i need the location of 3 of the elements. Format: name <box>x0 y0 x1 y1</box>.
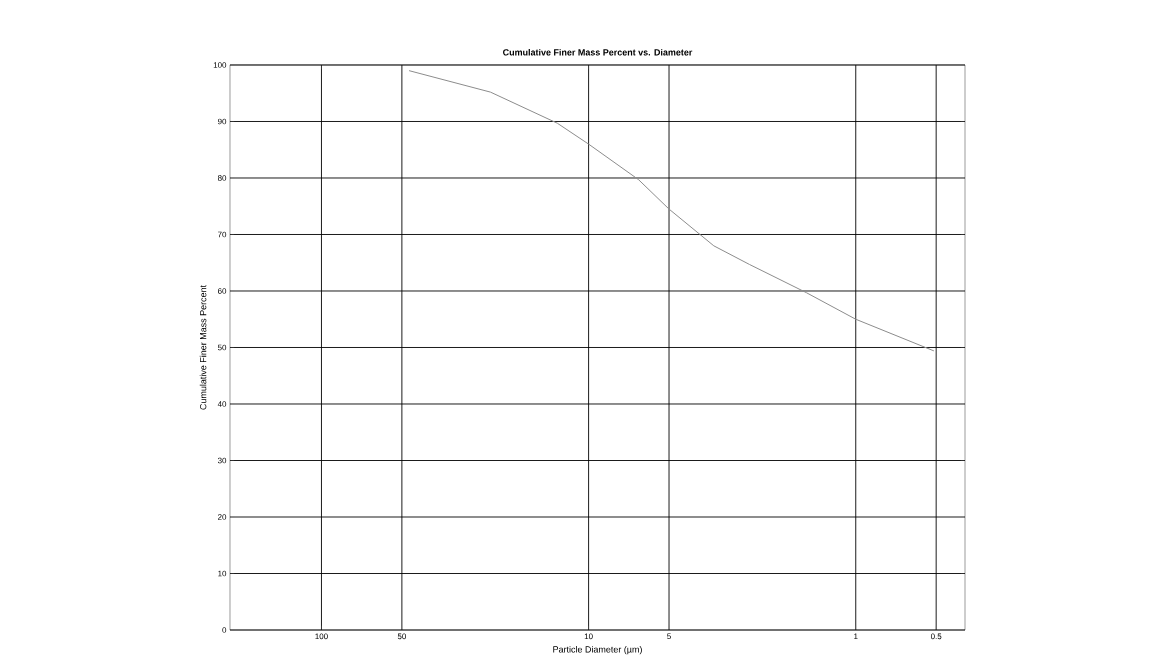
y-axis-title: Cumulative Finer Mass Percent <box>199 285 207 410</box>
chart-title: Cumulative Finer Mass Percent vs. Diameter <box>503 48 693 56</box>
x-axis-title: Particle Diameter (µm) <box>553 646 642 655</box>
